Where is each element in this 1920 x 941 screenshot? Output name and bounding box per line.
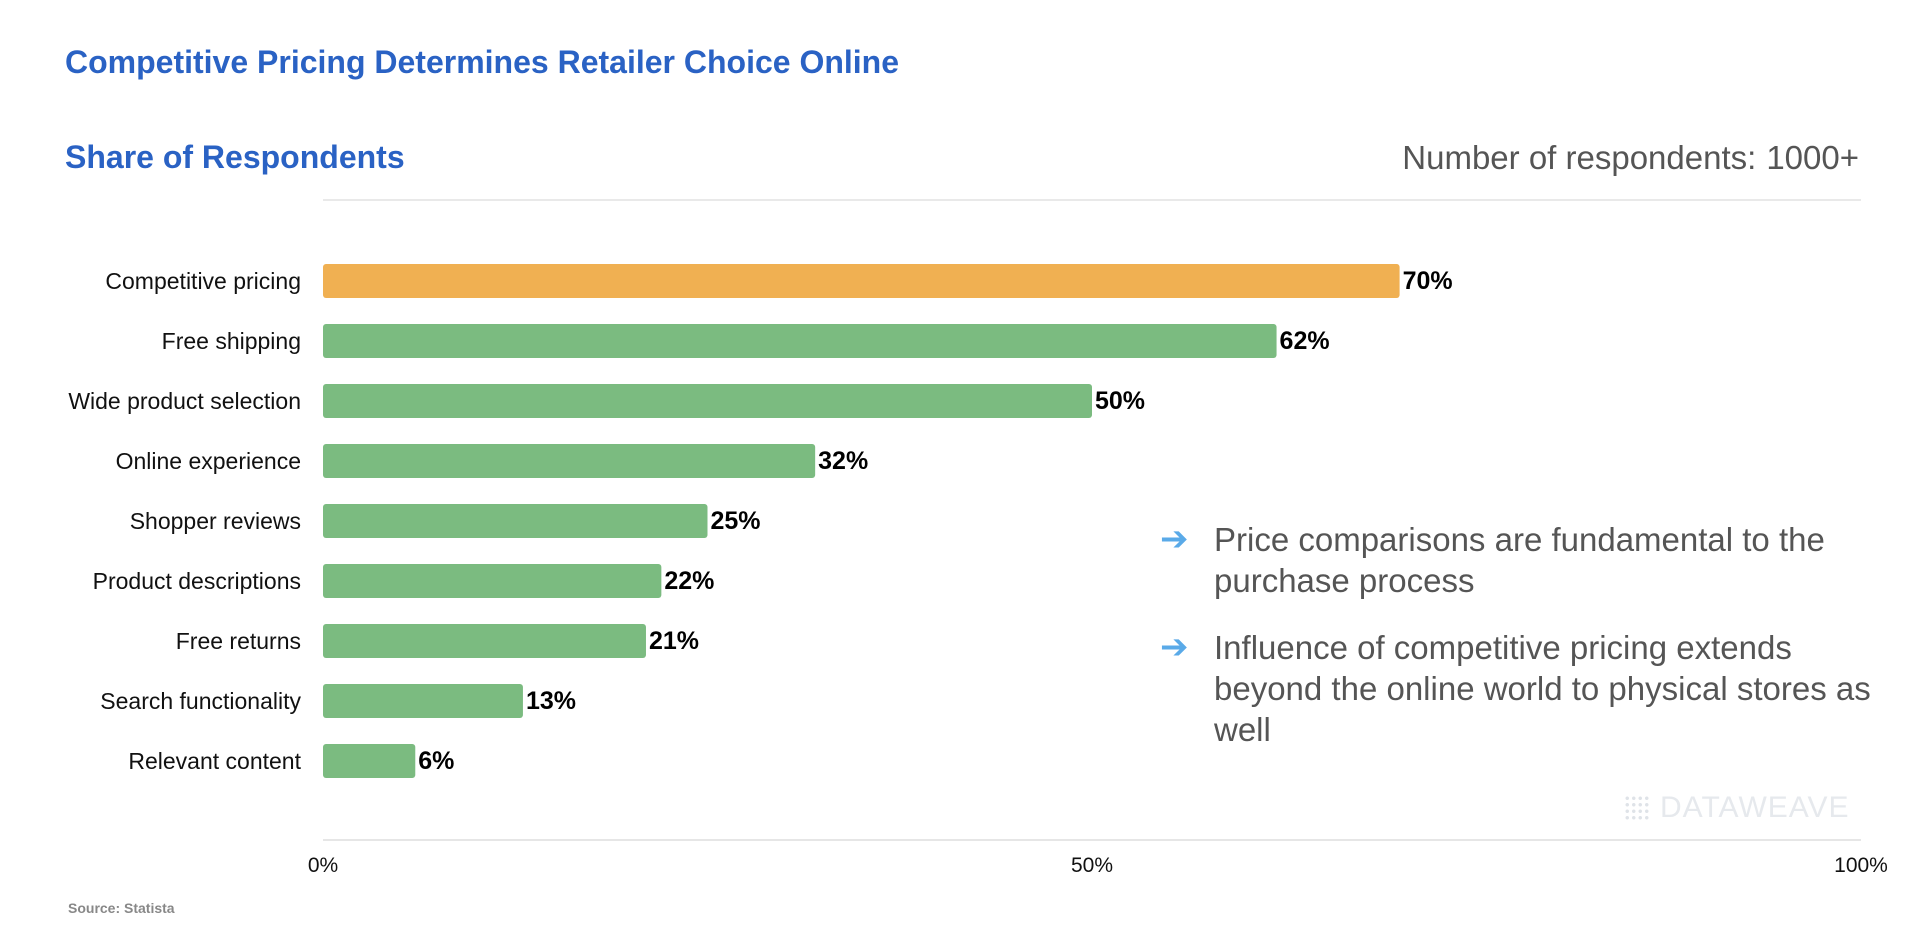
value-label: 22% [664,567,714,595]
bar-free-returns [323,624,646,658]
insight-item: ➔ Price comparisons are fundamental to t… [1160,519,1880,601]
x-tick-label: 50% [1071,854,1113,877]
value-label: 21% [649,627,699,655]
dataweave-watermark: DATAWEAVE [1624,791,1850,825]
bar-competitive-pricing [323,264,1400,298]
category-label: Free returns [176,628,301,654]
arrow-right-icon: ➔ [1160,520,1189,558]
insight-item: ➔ Influence of competitive pricing exten… [1160,627,1880,750]
value-label: 32% [818,447,868,475]
x-tick-label: 100% [1834,854,1888,877]
insights-panel: ➔ Price comparisons are fundamental to t… [1160,519,1880,776]
x-ticks-group: 0% 50% 100% [308,854,1888,877]
value-label: 50% [1095,387,1145,415]
category-label: Relevant content [128,748,301,774]
category-label: Free shipping [162,328,301,354]
value-label: 25% [711,507,761,535]
insight-text: Price comparisons are fundamental to the… [1214,521,1825,599]
bar-product-descriptions [323,564,662,598]
bar-online-experience [323,444,816,478]
watermark-text: DATAWEAVE [1660,791,1850,824]
insight-text: Influence of competitive pricing extends… [1214,629,1871,748]
respondents-info: Number of respondents: 1000+ [1402,139,1859,177]
category-label: Wide product selection [68,388,301,414]
category-label: Product descriptions [93,568,301,594]
category-label: Online experience [116,448,301,474]
dataweave-logo-icon [1624,795,1650,821]
value-label: 13% [526,687,576,715]
bar-relevant-content [323,744,416,778]
arrow-right-icon: ➔ [1160,628,1189,666]
bar-search-functionality [323,684,523,718]
bar-shopper-reviews [323,504,708,538]
value-label: 6% [418,747,454,775]
value-label: 62% [1280,327,1330,355]
value-label: 70% [1403,267,1453,295]
bars-group: Competitive pricing 70% Free shipping 62% Wi… [68,264,1453,778]
respondents-value: 1000+ [1766,139,1859,176]
chart-title: Competitive Pricing Determines Retailer … [65,44,899,80]
category-label: Competitive pricing [105,268,301,294]
category-label: Shopper reviews [130,508,301,534]
source-note: Source: Statista [68,900,175,916]
x-tick-label: 0% [308,854,338,877]
respondents-label: Number of respondents: [1402,139,1757,176]
category-label: Search functionality [100,688,301,714]
bar-wide-product-selection [323,384,1092,418]
bar-free-shipping [323,324,1277,358]
chart-subtitle: Share of Respondents [65,139,405,175]
